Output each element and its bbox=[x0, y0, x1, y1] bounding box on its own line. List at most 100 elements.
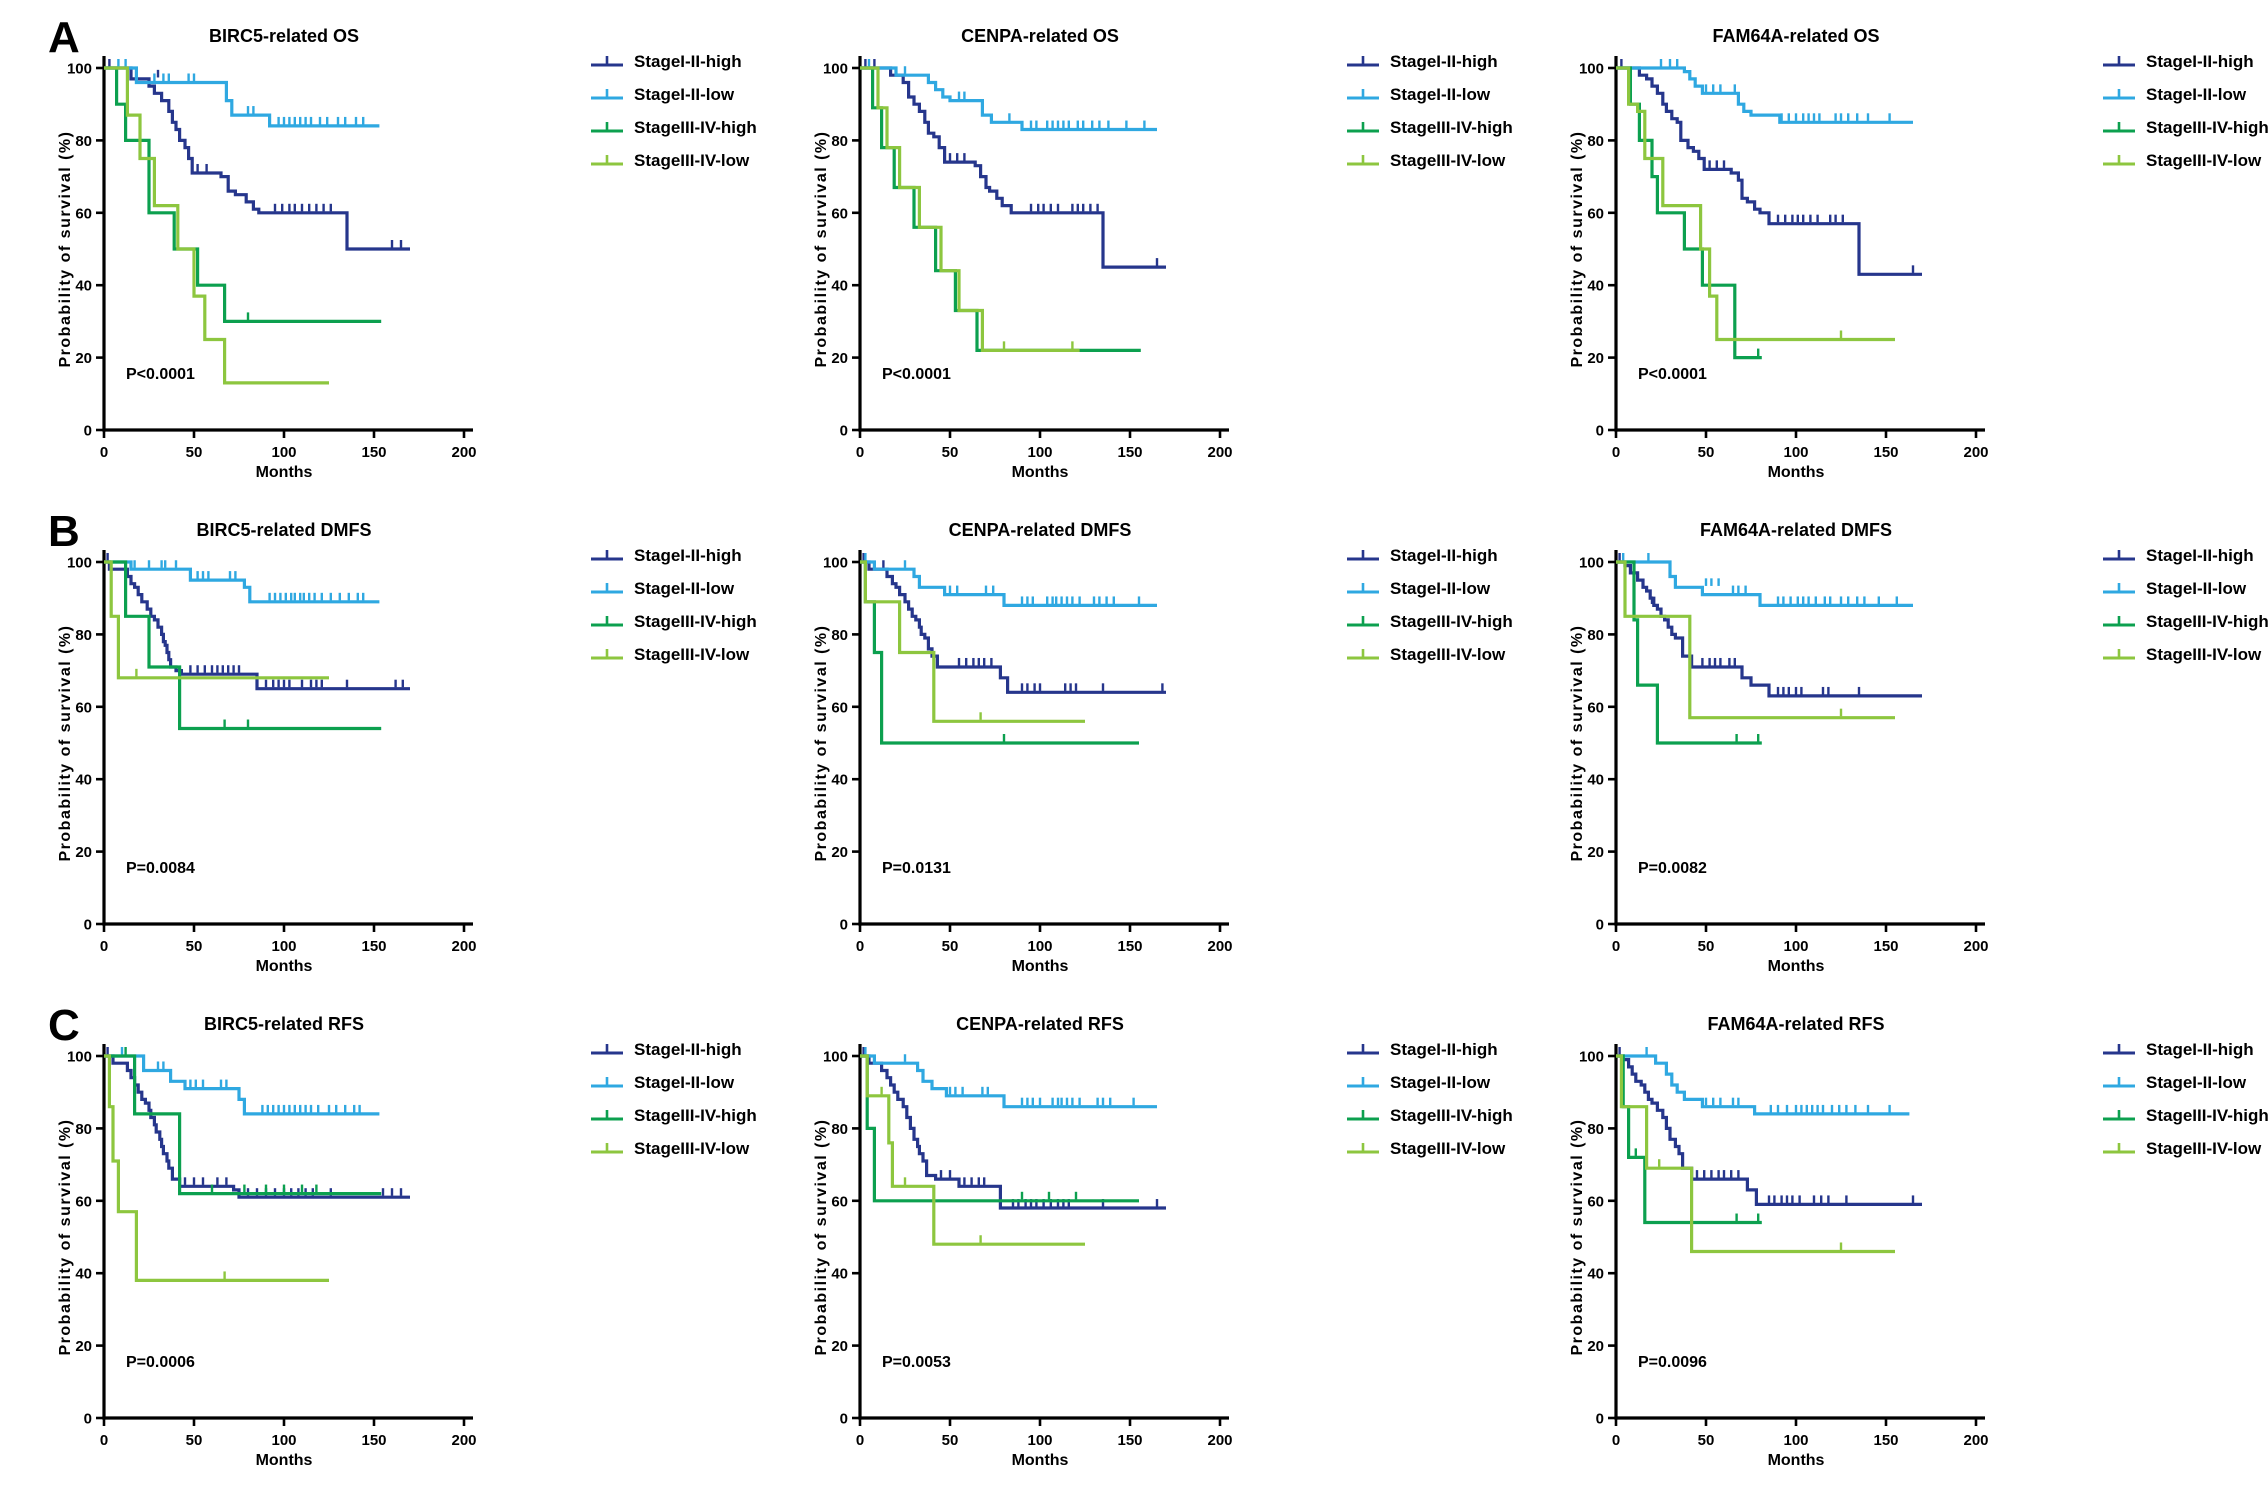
svg-text:20: 20 bbox=[831, 350, 848, 367]
legend: StageI-II-high StageI-II-low StageIII-IV… bbox=[1346, 1040, 1513, 1172]
x-axis-label: Months bbox=[1767, 958, 1825, 975]
legend-marker-stage1-2-low-icon bbox=[590, 581, 624, 597]
legend-label: StageIII-IV-high bbox=[634, 612, 757, 631]
km-plot-cenpa-os: 0 50 100 150 200 0 20 40 60 80 100 bbox=[823, 56, 1233, 461]
svg-text:50: 50 bbox=[942, 938, 959, 955]
svg-text:40: 40 bbox=[75, 1266, 92, 1283]
legend-item: StageI-II-high bbox=[1346, 1040, 1513, 1060]
legend-marker-stage1-2-low-icon bbox=[1346, 87, 1380, 103]
legend-item: StageI-II-high bbox=[590, 546, 757, 566]
svg-text:0: 0 bbox=[1612, 1432, 1620, 1449]
legend-label: StageI-II-low bbox=[2146, 85, 2247, 104]
svg-text:40: 40 bbox=[1587, 772, 1604, 789]
legend-label: StageIII-IV-high bbox=[2146, 1106, 2268, 1125]
svg-text:150: 150 bbox=[361, 444, 386, 461]
svg-text:50: 50 bbox=[186, 444, 203, 461]
legend-item: StageIII-IV-high bbox=[590, 118, 757, 138]
y-axis-label: Probability of survival (%) bbox=[1569, 1118, 1586, 1356]
svg-text:100: 100 bbox=[823, 1049, 848, 1066]
svg-text:80: 80 bbox=[1587, 133, 1604, 150]
svg-text:40: 40 bbox=[75, 278, 92, 295]
legend-label: StageIII-IV-low bbox=[2146, 151, 2262, 170]
svg-text:100: 100 bbox=[823, 61, 848, 78]
legend-item: StageI-II-low bbox=[590, 1073, 757, 1093]
svg-text:50: 50 bbox=[186, 1432, 203, 1449]
legend-marker-stage1-2-high-icon bbox=[590, 548, 624, 564]
legend-label: StageIII-IV-high bbox=[1390, 1106, 1513, 1125]
legend-marker-stage1-2-low-icon bbox=[590, 1075, 624, 1091]
legend-item: StageIII-IV-low bbox=[1346, 645, 1513, 665]
legend-item: StageIII-IV-high bbox=[2102, 612, 2268, 632]
legend-item: StageIII-IV-low bbox=[590, 151, 757, 171]
legend-marker-stage3-4-low-icon bbox=[590, 647, 624, 663]
legend-marker-stage3-4-low-icon bbox=[1346, 1141, 1380, 1157]
svg-text:40: 40 bbox=[831, 772, 848, 789]
legend-item: StageIII-IV-high bbox=[2102, 118, 2268, 138]
svg-text:100: 100 bbox=[271, 444, 296, 461]
svg-text:80: 80 bbox=[75, 133, 92, 150]
legend-label: StageIII-IV-high bbox=[1390, 612, 1513, 631]
legend-label: StageIII-IV-low bbox=[1390, 645, 1506, 664]
legend-marker-stage1-2-high-icon bbox=[1346, 548, 1380, 564]
legend-item: StageIII-IV-low bbox=[590, 645, 757, 665]
svg-text:100: 100 bbox=[1579, 555, 1604, 572]
legend-item: StageIII-IV-high bbox=[590, 612, 757, 632]
km-plot-birc5-dmfs: 0 50 100 150 200 0 20 40 60 80 100 bbox=[67, 550, 477, 955]
legend-label: StageI-II-low bbox=[1390, 85, 1491, 104]
svg-text:100: 100 bbox=[67, 1049, 92, 1066]
km-plot-fam64a-dmfs: 0 50 100 150 200 0 20 40 60 80 100 bbox=[1579, 550, 1989, 955]
panel-cenpa-dmfs: 0 50 100 150 200 0 20 40 60 80 100 CENPA-related D… bbox=[796, 510, 1552, 1004]
p-value: P=0.0096 bbox=[1638, 1354, 1707, 1371]
legend-item: StageI-II-high bbox=[2102, 1040, 2268, 1060]
legend-item: StageIII-IV-low bbox=[1346, 151, 1513, 171]
p-value: P=0.0006 bbox=[126, 1354, 195, 1371]
chart-title: CENPA-related DMFS bbox=[948, 520, 1132, 540]
p-value: P=0.0131 bbox=[882, 860, 951, 877]
legend-label: StageI-II-high bbox=[1390, 52, 1498, 71]
legend-marker-stage3-4-high-icon bbox=[590, 120, 624, 136]
legend-item: StageI-II-high bbox=[1346, 546, 1513, 566]
svg-text:0: 0 bbox=[840, 423, 848, 440]
legend-label: StageI-II-high bbox=[634, 1040, 742, 1059]
svg-text:0: 0 bbox=[100, 444, 108, 461]
svg-text:80: 80 bbox=[1587, 627, 1604, 644]
svg-text:0: 0 bbox=[856, 1432, 864, 1449]
legend-label: StageIII-IV-high bbox=[634, 118, 757, 137]
legend-marker-stage1-2-low-icon bbox=[2102, 1075, 2136, 1091]
y-axis-label: Probability of survival (%) bbox=[813, 1118, 830, 1356]
legend-marker-stage3-4-low-icon bbox=[2102, 647, 2136, 663]
legend-item: StageIII-IV-low bbox=[2102, 151, 2268, 171]
legend-label: StageI-II-high bbox=[2146, 1040, 2254, 1059]
p-value: P=0.0084 bbox=[126, 860, 195, 877]
svg-text:80: 80 bbox=[831, 627, 848, 644]
svg-text:200: 200 bbox=[1963, 1432, 1988, 1449]
legend-marker-stage3-4-high-icon bbox=[2102, 120, 2136, 136]
legend-item: StageI-II-high bbox=[1346, 52, 1513, 72]
legend-label: StageI-II-low bbox=[1390, 579, 1491, 598]
legend-label: StageI-II-high bbox=[634, 546, 742, 565]
legend-marker-stage3-4-high-icon bbox=[1346, 614, 1380, 630]
legend: StageI-II-high StageI-II-low StageIII-IV… bbox=[590, 1040, 757, 1172]
legend-label: StageIII-IV-low bbox=[634, 1139, 750, 1158]
svg-text:60: 60 bbox=[831, 205, 848, 222]
legend-item: StageIII-IV-low bbox=[2102, 1139, 2268, 1159]
svg-text:80: 80 bbox=[831, 133, 848, 150]
panel-fam64a-os: 0 50 100 150 200 0 20 40 60 80 100 FAM64A-related … bbox=[1552, 16, 2268, 510]
chart-title: FAM64A-related DMFS bbox=[1699, 520, 1893, 540]
legend-label: StageI-II-low bbox=[2146, 579, 2247, 598]
legend-item: StageI-II-low bbox=[2102, 579, 2268, 599]
legend-marker-stage3-4-high-icon bbox=[2102, 1108, 2136, 1124]
legend-label: StageI-II-high bbox=[1390, 546, 1498, 565]
svg-text:200: 200 bbox=[1963, 444, 1988, 461]
legend-marker-stage1-2-low-icon bbox=[2102, 87, 2136, 103]
row-label-a: A bbox=[48, 13, 80, 62]
legend-item: StageI-II-low bbox=[1346, 579, 1513, 599]
legend-item: StageIII-IV-low bbox=[590, 1139, 757, 1159]
legend-label: StageIII-IV-high bbox=[2146, 118, 2268, 137]
x-axis-label: Months bbox=[1011, 958, 1069, 975]
legend-label: StageIII-IV-low bbox=[634, 151, 750, 170]
x-axis-label: Months bbox=[1767, 1452, 1825, 1469]
svg-text:200: 200 bbox=[1207, 938, 1232, 955]
legend-label: StageI-II-low bbox=[634, 579, 735, 598]
